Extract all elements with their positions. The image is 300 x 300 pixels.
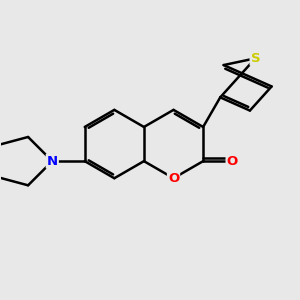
Text: O: O <box>168 172 179 185</box>
Text: S: S <box>250 52 260 65</box>
Text: N: N <box>47 154 58 168</box>
Text: O: O <box>226 154 238 168</box>
